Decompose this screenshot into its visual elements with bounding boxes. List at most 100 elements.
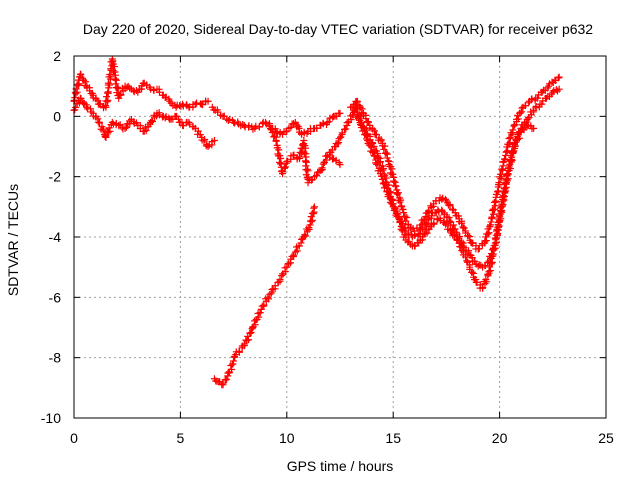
data-point-fill: [392, 182, 400, 190]
data-point-fill: [295, 153, 303, 161]
data-point-fill: [231, 119, 239, 127]
data-point-fill: [106, 81, 114, 89]
series-track-afternoon-a: [347, 73, 563, 253]
data-point: [415, 230, 423, 238]
data-point-fill: [423, 229, 431, 237]
data-point: [555, 85, 563, 93]
data-point: [530, 124, 538, 132]
data-point-fill: [528, 95, 536, 103]
data-point-fill: [112, 76, 120, 84]
data-point-fill: [486, 267, 494, 275]
data-point-fill: [255, 313, 263, 321]
data-point-fill: [201, 136, 209, 144]
data-point-fill: [400, 209, 408, 217]
data-point-fill: [364, 118, 372, 126]
data-point-fill: [391, 203, 399, 211]
data-point-fill: [287, 123, 295, 131]
data-point-fill: [73, 88, 81, 96]
data-point-fill: [488, 213, 496, 221]
x-tick-label: 0: [70, 430, 78, 446]
data-point-fill: [381, 142, 389, 150]
data-point-fill: [246, 329, 254, 337]
data-point-fill: [378, 175, 386, 183]
data-point-fill: [495, 179, 503, 187]
data-point-fill: [228, 365, 236, 373]
data-point: [266, 121, 274, 129]
data-point-fill: [229, 357, 237, 365]
data-point-fill: [503, 171, 511, 179]
y-tick-label: -8: [49, 350, 62, 366]
data-point-fill: [460, 224, 468, 232]
data-point-fill: [235, 347, 243, 355]
chart-title: Day 220 of 2020, Sidereal Day-to-day VTE…: [83, 21, 593, 37]
data-point-fill: [487, 254, 495, 262]
data-point-fill: [297, 239, 305, 247]
series-track-mid: [208, 103, 344, 138]
data-point-fill: [104, 89, 112, 97]
data-point-fill: [430, 219, 438, 227]
data-point-fill: [342, 125, 350, 133]
data-point-fill: [272, 137, 280, 145]
x-tick-label: 15: [385, 430, 401, 446]
axis-ticks: 0 5 10 15 20 25 -10 -8 -6 -4 -2 0 2: [41, 48, 614, 446]
data-point-fill: [290, 251, 298, 259]
data-point-fill: [382, 174, 390, 182]
data-point-fill: [247, 328, 255, 336]
data-point-fill: [390, 177, 398, 185]
data-point-fill: [500, 192, 508, 200]
data-point-fill: [322, 152, 330, 160]
data-point-fill: [393, 209, 401, 217]
data-point-fill: [485, 229, 493, 237]
data-point: [210, 136, 218, 144]
data-point-fill: [445, 217, 453, 225]
data-point-fill: [508, 130, 516, 138]
data-point-fill: [371, 152, 379, 160]
y-tick-label: -10: [41, 410, 61, 426]
data-point-fill: [393, 190, 401, 198]
data-point-fill: [456, 232, 464, 240]
data-point-fill: [275, 146, 283, 154]
data-point-fill: [142, 127, 150, 135]
data-point-fill: [509, 148, 517, 156]
y-tick-label: 2: [53, 48, 61, 64]
x-tick-label: 20: [492, 430, 508, 446]
y-tick-label: -4: [49, 229, 62, 245]
x-tick-label: 10: [279, 430, 295, 446]
data-point-fill: [271, 132, 279, 140]
y-tick-label: 0: [53, 108, 61, 124]
data-point: [351, 100, 359, 108]
data-point-fill: [482, 237, 490, 245]
data-point-fill: [487, 250, 495, 258]
data-point-fill: [502, 183, 510, 191]
data-point: [83, 103, 91, 111]
data-point-fill: [301, 231, 309, 239]
data-point-fill: [554, 74, 562, 82]
data-point: [336, 109, 344, 117]
data-point: [262, 118, 270, 126]
data-point-fill: [260, 301, 268, 309]
data-point: [506, 133, 514, 141]
data-point-fill: [354, 115, 362, 123]
y-tick-label: -2: [49, 169, 62, 185]
data-point-fill: [422, 220, 430, 228]
data-point-fill: [318, 164, 326, 172]
data-point-fill: [505, 162, 513, 170]
data-point-fill: [446, 202, 454, 210]
data-point-fill: [334, 140, 342, 148]
data-point-fill: [368, 143, 376, 151]
data-point-fill: [229, 360, 237, 368]
data-point-fill: [388, 200, 396, 208]
data-point-fill: [509, 126, 517, 134]
data-point-fill: [384, 157, 392, 165]
data-point-fill: [534, 94, 542, 102]
data-point-fill: [267, 289, 275, 297]
data-point-fill: [308, 216, 316, 224]
data-points: [70, 55, 563, 389]
data-point-fill: [479, 284, 487, 292]
data-point: [459, 242, 467, 250]
data-point-fill: [424, 207, 432, 215]
data-point-fill: [104, 96, 112, 104]
data-point-fill: [394, 189, 402, 197]
data-point-fill: [312, 172, 320, 180]
